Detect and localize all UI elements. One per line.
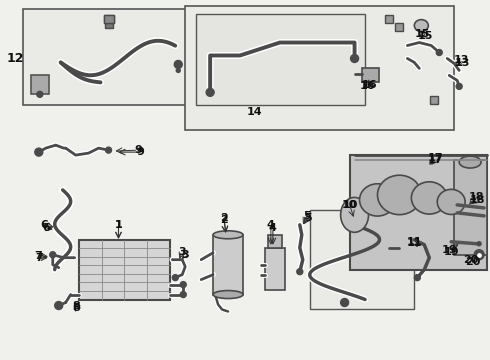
Bar bbox=[213, 235, 243, 294]
Circle shape bbox=[180, 282, 186, 288]
Ellipse shape bbox=[213, 231, 243, 239]
Bar bbox=[103, 15, 114, 23]
Bar bbox=[265, 248, 285, 289]
Text: 8: 8 bbox=[73, 301, 80, 311]
Text: 10: 10 bbox=[343, 200, 358, 210]
Text: 2: 2 bbox=[220, 215, 228, 225]
Circle shape bbox=[37, 91, 43, 97]
Bar bbox=[430, 96, 438, 104]
Text: 3: 3 bbox=[181, 250, 189, 260]
Bar bbox=[103, 15, 114, 23]
Text: 12: 12 bbox=[6, 52, 24, 65]
Ellipse shape bbox=[437, 189, 465, 215]
Circle shape bbox=[297, 269, 303, 275]
Text: 20: 20 bbox=[464, 255, 479, 265]
Bar bbox=[454, 160, 487, 255]
Bar bbox=[310, 210, 415, 310]
Text: 5: 5 bbox=[304, 213, 312, 223]
Circle shape bbox=[415, 275, 420, 280]
Text: 14: 14 bbox=[247, 107, 263, 117]
Text: 8: 8 bbox=[73, 302, 80, 312]
Ellipse shape bbox=[341, 197, 368, 232]
Bar bbox=[386, 15, 393, 23]
Text: 18: 18 bbox=[468, 192, 484, 202]
Bar bbox=[23, 9, 195, 105]
Circle shape bbox=[105, 147, 112, 153]
Bar bbox=[268, 235, 282, 248]
Text: 6: 6 bbox=[40, 220, 48, 230]
Text: 11: 11 bbox=[407, 238, 422, 248]
Text: 16: 16 bbox=[362, 80, 377, 90]
Text: 1: 1 bbox=[115, 220, 122, 230]
Bar bbox=[31, 75, 49, 94]
Text: 11: 11 bbox=[407, 237, 422, 247]
Circle shape bbox=[174, 60, 182, 68]
Bar bbox=[395, 23, 403, 31]
Text: 6: 6 bbox=[42, 223, 49, 233]
Ellipse shape bbox=[213, 291, 243, 298]
Bar bbox=[349, 155, 487, 270]
Text: 7: 7 bbox=[34, 251, 42, 261]
Text: 9: 9 bbox=[137, 147, 145, 157]
Circle shape bbox=[172, 275, 178, 280]
Bar bbox=[78, 240, 171, 300]
Text: 19: 19 bbox=[443, 247, 459, 257]
Circle shape bbox=[180, 292, 186, 298]
Bar bbox=[104, 23, 113, 28]
Text: 7: 7 bbox=[35, 253, 43, 263]
Text: 15: 15 bbox=[417, 31, 433, 41]
Circle shape bbox=[35, 148, 43, 156]
Text: 4: 4 bbox=[269, 223, 277, 233]
Circle shape bbox=[474, 250, 484, 260]
Text: 10: 10 bbox=[342, 200, 357, 210]
Text: 20: 20 bbox=[466, 257, 481, 267]
Text: 16: 16 bbox=[360, 81, 375, 91]
Bar bbox=[362, 68, 379, 82]
Circle shape bbox=[341, 298, 348, 306]
Text: 9: 9 bbox=[134, 145, 143, 155]
Bar bbox=[196, 14, 365, 105]
Text: 3: 3 bbox=[178, 247, 186, 257]
Text: 17: 17 bbox=[427, 153, 443, 163]
Text: 1: 1 bbox=[115, 220, 122, 230]
Ellipse shape bbox=[412, 182, 447, 214]
Text: 13: 13 bbox=[454, 58, 470, 68]
Text: 19: 19 bbox=[441, 245, 457, 255]
Circle shape bbox=[176, 68, 180, 72]
Ellipse shape bbox=[459, 156, 481, 168]
Circle shape bbox=[436, 50, 442, 55]
Text: 4: 4 bbox=[267, 220, 275, 230]
Ellipse shape bbox=[377, 175, 421, 215]
Text: 17: 17 bbox=[427, 155, 443, 165]
Text: 15: 15 bbox=[415, 28, 430, 39]
Circle shape bbox=[456, 84, 462, 89]
Ellipse shape bbox=[360, 184, 395, 216]
Circle shape bbox=[477, 242, 481, 246]
Ellipse shape bbox=[415, 20, 428, 32]
Text: 5: 5 bbox=[303, 211, 311, 221]
Text: 13: 13 bbox=[453, 55, 469, 66]
Bar bbox=[185, 6, 454, 130]
Circle shape bbox=[350, 54, 359, 62]
Circle shape bbox=[206, 88, 214, 96]
Circle shape bbox=[55, 302, 63, 310]
Text: 2: 2 bbox=[220, 213, 228, 223]
Text: 18: 18 bbox=[469, 195, 485, 205]
Circle shape bbox=[50, 252, 56, 258]
